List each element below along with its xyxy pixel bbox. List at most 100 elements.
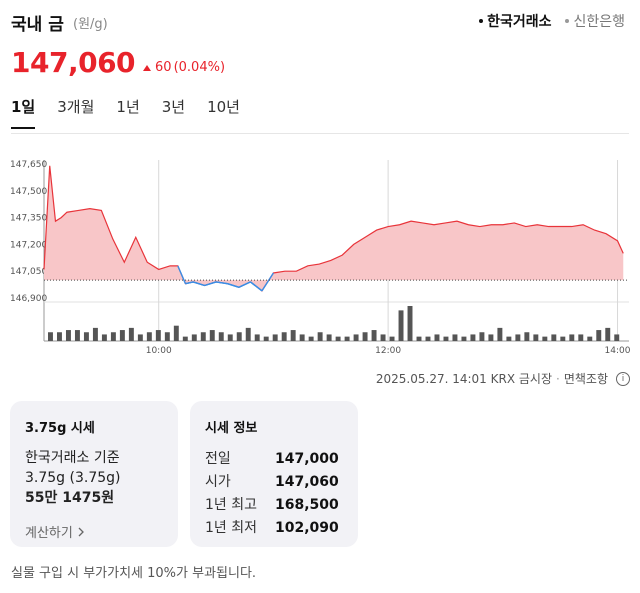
volume-bar (524, 332, 530, 341)
info-value: 147,000 (275, 451, 339, 467)
volume-bar (551, 334, 557, 341)
y-tick-label: 147,350 (10, 214, 47, 224)
volume-bar (290, 330, 296, 341)
volume-bar (146, 332, 152, 341)
price-line (43, 165, 624, 292)
tab-1y[interactable]: 1년 (116, 98, 140, 116)
up-triangle-icon (143, 64, 152, 71)
tab-3y[interactable]: 3년 (161, 98, 186, 116)
info-key: 1년 최저 (205, 520, 257, 536)
volume-bar (137, 334, 143, 341)
below-ref-segment (185, 281, 194, 285)
info-icon[interactable]: i (616, 371, 630, 386)
vat-footnote: 실물 구입 시 부가가치세 10%가 부과됩니다. (11, 566, 257, 581)
volume-bar (200, 332, 206, 341)
volume-bar (173, 325, 179, 341)
volume-bar (119, 330, 125, 341)
header: 국내 금 (원/g) 한국거래소 신한은행 (11, 10, 631, 35)
volume-bar (362, 332, 368, 341)
weight-label: 3.75g (3.75g) (25, 470, 121, 486)
volume-bar (245, 327, 251, 341)
info-key: 시가 (205, 474, 231, 490)
volume-bar (380, 334, 386, 341)
volume-bar (569, 334, 575, 341)
unit-label: (원/g) (73, 17, 108, 32)
below-ref-segment (215, 281, 228, 285)
volume-bar (344, 336, 350, 341)
volume-bar (263, 336, 269, 341)
price-area (44, 165, 624, 291)
basis-label: 한국거래소 기준 (25, 450, 120, 466)
price-info-card: 시세 정보 전일 147,000 시가 147,060 1년 최고 168,50… (190, 401, 358, 547)
volume-bar (209, 330, 215, 341)
volume-bar (272, 334, 278, 341)
y-tick-label: 147,200 (10, 240, 47, 250)
change-percent: (0.04%) (173, 60, 226, 75)
below-ref-segment (204, 281, 217, 287)
volume-bar (83, 332, 89, 341)
y-tick-label: 147,050 (10, 267, 47, 277)
volume-bar (236, 332, 242, 341)
volume-bar (488, 334, 494, 341)
price-chart[interactable]: 147,650 147,500 147,350 147,200 147,050 146,9… (0, 150, 640, 360)
y-tick-label: 147,500 (10, 187, 47, 197)
card-title: 3.75g 시세 (25, 421, 95, 436)
volume-bar (605, 327, 611, 341)
volume-bar (578, 334, 584, 341)
volume-bar (164, 332, 170, 341)
volume-bar (326, 334, 332, 341)
info-value: 147,060 (275, 474, 339, 490)
volume-bar (371, 330, 377, 341)
volume-bar (227, 334, 233, 341)
volume-bar (479, 332, 485, 341)
info-key: 전일 (205, 451, 231, 467)
volume-bar (317, 332, 323, 341)
calculate-link[interactable]: 계산하기 (25, 522, 163, 541)
below-ref-segment (177, 265, 187, 284)
volume-bar (560, 336, 566, 341)
disclaimer-link[interactable]: 면책조항 (563, 372, 608, 386)
volume-bar (506, 336, 512, 341)
tab-10y[interactable]: 10년 (207, 98, 240, 116)
below-ref-segment (238, 281, 251, 288)
card-title: 시세 정보 (205, 421, 258, 436)
calculate-label: 계산하기 (25, 526, 73, 541)
info-value: 168,500 (275, 497, 339, 513)
volume-bar (434, 334, 440, 341)
volume-bar (416, 336, 422, 341)
x-tick-label: 10:00 (146, 346, 172, 356)
info-row-prev: 전일 147,000 (205, 448, 343, 471)
info-value: 102,090 (275, 520, 339, 536)
y-tick-label: 147,650 (10, 160, 47, 170)
volume-bar (407, 306, 413, 341)
volume-bar (452, 334, 458, 341)
volume-bar (182, 336, 188, 341)
change-amount: 60 (155, 60, 172, 75)
source-krx[interactable]: 한국거래소 (479, 11, 551, 31)
source-shinhan-label: 신한은행 (573, 14, 625, 30)
below-ref-segment (250, 281, 263, 292)
source-shinhan[interactable]: 신한은행 (565, 11, 625, 31)
price-change: 60 (0.04%) (143, 60, 225, 75)
volume-bar (48, 332, 53, 341)
current-price: 147,060 (11, 46, 136, 79)
meta-separator: · (556, 371, 560, 386)
page-title: 국내 금 (11, 15, 64, 35)
volume-bar (443, 336, 449, 341)
period-tabs: 1일 3개월 1년 3년 10년 (11, 96, 262, 129)
volume-bar (542, 336, 548, 341)
volume-bar (461, 336, 467, 341)
volume-bar (281, 332, 287, 341)
tab-1d[interactable]: 1일 (11, 96, 36, 129)
volume-bar (308, 336, 314, 341)
tab-3m[interactable]: 3개월 (57, 98, 95, 116)
volume-bar (587, 336, 593, 341)
volume-bar (299, 334, 305, 341)
volume-bar (254, 334, 260, 341)
info-key: 1년 최고 (205, 497, 257, 513)
info-row-open: 시가 147,060 (205, 471, 343, 494)
price-row: 147,060 60 (0.04%) (11, 44, 225, 80)
volume-bar (398, 310, 404, 341)
x-tick-label: 12:00 (375, 346, 401, 356)
volume-bar (92, 327, 98, 341)
